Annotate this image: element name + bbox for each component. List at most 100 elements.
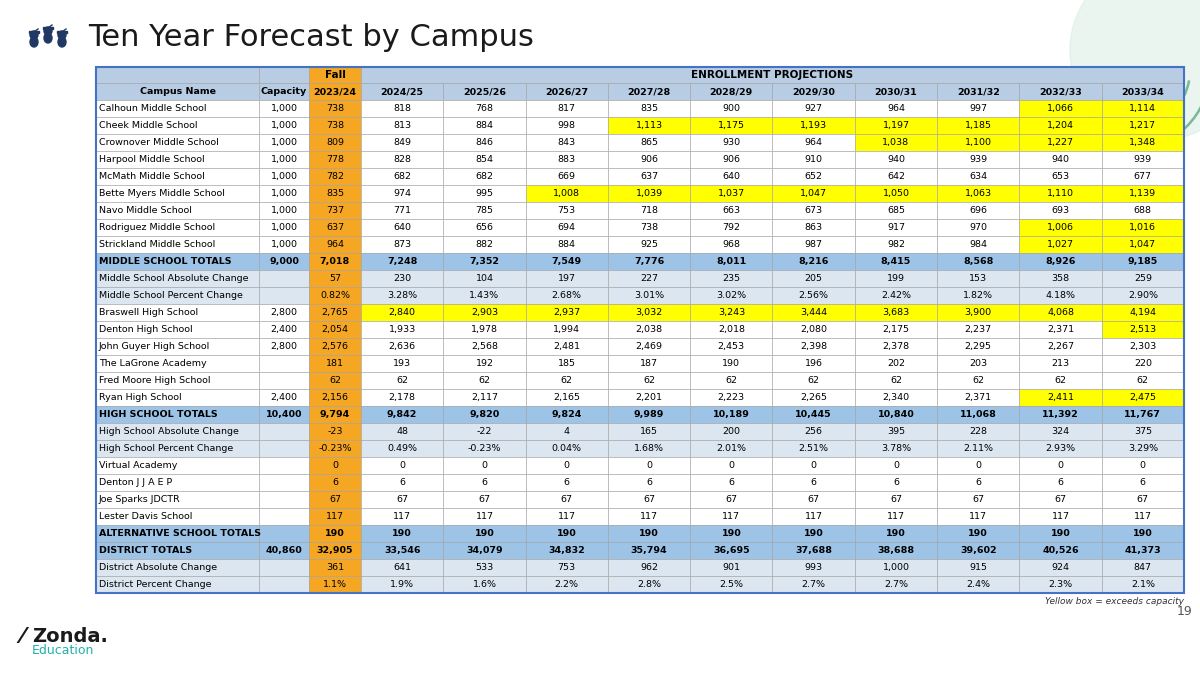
Bar xyxy=(443,457,526,474)
Text: 2,903: 2,903 xyxy=(470,308,498,317)
Text: 906: 906 xyxy=(722,155,740,164)
Text: 200: 200 xyxy=(722,427,740,436)
Bar xyxy=(361,321,443,338)
Bar xyxy=(259,134,310,151)
Bar xyxy=(608,151,690,168)
Bar xyxy=(526,542,608,559)
Text: 995: 995 xyxy=(475,189,493,198)
Text: Crownover Middle School: Crownover Middle School xyxy=(98,138,218,147)
Text: 395: 395 xyxy=(887,427,905,436)
Text: 11,767: 11,767 xyxy=(1124,410,1162,419)
Bar xyxy=(259,67,310,83)
Bar xyxy=(608,117,690,134)
Text: High School Absolute Change: High School Absolute Change xyxy=(98,427,239,436)
Bar xyxy=(526,576,608,593)
Bar xyxy=(608,270,690,287)
Text: 6: 6 xyxy=(332,478,338,487)
Text: 205: 205 xyxy=(805,274,823,283)
Bar xyxy=(259,151,310,168)
Bar xyxy=(608,372,690,389)
Text: 2.1%: 2.1% xyxy=(1130,580,1154,589)
Text: 67: 67 xyxy=(329,495,341,504)
Text: MIDDLE SCHOOL TOTALS: MIDDLE SCHOOL TOTALS xyxy=(98,257,232,266)
Text: 190: 190 xyxy=(722,359,740,368)
Text: 6: 6 xyxy=(400,478,406,487)
Text: 117: 117 xyxy=(394,512,412,521)
Text: 62: 62 xyxy=(725,376,737,385)
Text: 117: 117 xyxy=(1134,512,1152,521)
Bar xyxy=(854,525,937,542)
Text: Fred Moore High School: Fred Moore High School xyxy=(98,376,210,385)
Bar xyxy=(854,151,937,168)
Text: 843: 843 xyxy=(558,138,576,147)
Text: 1,047: 1,047 xyxy=(1129,240,1157,249)
Bar xyxy=(259,372,310,389)
Text: 3.29%: 3.29% xyxy=(1128,444,1158,453)
Bar xyxy=(608,491,690,508)
Text: 682: 682 xyxy=(475,172,493,181)
Text: 193: 193 xyxy=(394,359,412,368)
Text: 117: 117 xyxy=(970,512,988,521)
Bar xyxy=(773,457,854,474)
Text: 1.43%: 1.43% xyxy=(469,291,499,300)
Text: 228: 228 xyxy=(970,427,988,436)
Bar xyxy=(608,219,690,236)
Bar xyxy=(1102,236,1184,253)
Text: 962: 962 xyxy=(640,563,658,572)
Bar xyxy=(96,236,259,253)
Bar xyxy=(854,287,937,304)
Text: 2.93%: 2.93% xyxy=(1045,444,1075,453)
Bar xyxy=(937,83,1019,100)
Bar xyxy=(854,304,937,321)
Circle shape xyxy=(1070,0,1200,140)
Text: 3,900: 3,900 xyxy=(965,308,992,317)
Text: 1,113: 1,113 xyxy=(636,121,662,130)
Bar xyxy=(937,559,1019,576)
Bar xyxy=(854,253,937,270)
Bar xyxy=(608,525,690,542)
Bar xyxy=(96,168,259,185)
Text: 693: 693 xyxy=(1051,206,1069,215)
Bar xyxy=(690,134,773,151)
Bar xyxy=(690,219,773,236)
Bar xyxy=(1019,168,1102,185)
Text: 2,237: 2,237 xyxy=(965,325,992,334)
Text: 67: 67 xyxy=(1136,495,1148,504)
Bar xyxy=(361,389,443,406)
Bar xyxy=(310,270,361,287)
Text: 0: 0 xyxy=(893,461,899,470)
Text: 818: 818 xyxy=(394,104,412,113)
Text: 1,000: 1,000 xyxy=(882,563,910,572)
Text: 685: 685 xyxy=(887,206,905,215)
Text: 753: 753 xyxy=(558,206,576,215)
Text: 1.6%: 1.6% xyxy=(473,580,497,589)
Bar xyxy=(773,491,854,508)
Bar xyxy=(361,508,443,525)
Bar xyxy=(937,525,1019,542)
Text: 9,989: 9,989 xyxy=(634,410,665,419)
Bar xyxy=(310,576,361,593)
Text: Middle School Absolute Change: Middle School Absolute Change xyxy=(98,274,248,283)
Text: 67: 67 xyxy=(396,495,408,504)
Bar xyxy=(773,134,854,151)
Text: 884: 884 xyxy=(475,121,493,130)
Bar xyxy=(937,423,1019,440)
Text: DISTRICT TOTALS: DISTRICT TOTALS xyxy=(98,546,192,555)
Text: District Absolute Change: District Absolute Change xyxy=(98,563,217,572)
Text: 1,114: 1,114 xyxy=(1129,104,1157,113)
Text: 3,683: 3,683 xyxy=(882,308,910,317)
Text: 11,068: 11,068 xyxy=(960,410,997,419)
Bar xyxy=(443,440,526,457)
Bar xyxy=(937,168,1019,185)
Text: 738: 738 xyxy=(326,121,344,130)
Text: 738: 738 xyxy=(640,223,658,232)
Text: 1,066: 1,066 xyxy=(1048,104,1074,113)
Text: 3.78%: 3.78% xyxy=(881,444,911,453)
Text: 1,000: 1,000 xyxy=(270,189,298,198)
Text: 835: 835 xyxy=(326,189,344,198)
Bar xyxy=(310,304,361,321)
Text: 7,549: 7,549 xyxy=(552,257,582,266)
Circle shape xyxy=(58,31,66,39)
Text: 67: 67 xyxy=(725,495,737,504)
Text: 828: 828 xyxy=(394,155,412,164)
